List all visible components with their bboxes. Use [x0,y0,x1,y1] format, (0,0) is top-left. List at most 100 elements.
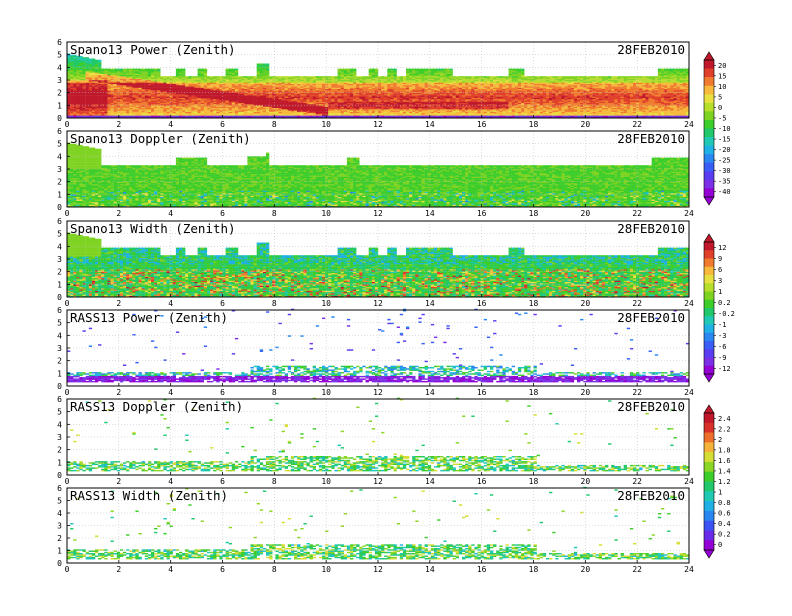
heatmap-cell [176,107,179,108]
heatmap-cell [400,76,403,77]
heatmap-cell [148,107,151,108]
heatmap-cell [232,110,235,111]
heatmap-cell [322,114,325,115]
heatmap-cell [294,84,297,85]
heatmap-cell [322,93,325,94]
heatmap-cell [440,112,443,113]
heatmap-cell [216,81,219,82]
heatmap-cell [70,114,73,115]
heatmap-cell [129,97,132,98]
heatmap-cell [310,108,313,109]
heatmap-cell [443,84,446,85]
heatmap-cell [338,89,341,90]
heatmap-cell [117,85,120,86]
heatmap-cell [397,89,400,90]
heatmap-cell [179,74,182,75]
heatmap-cell [167,85,170,86]
heatmap-cell [303,116,306,117]
heatmap-cell [185,91,188,92]
heatmap-cell [366,85,369,86]
heatmap-cell [434,95,437,96]
heatmap-cell [450,108,453,109]
heatmap-cell [300,103,303,104]
heatmap-cell [465,100,468,101]
heatmap-cell [474,78,477,79]
heatmap-cell [247,85,250,86]
heatmap-cell [111,84,114,85]
heatmap-cell [353,110,356,111]
heatmap-cell [86,65,89,66]
heatmap-cell [191,84,194,85]
heatmap-cell [322,108,325,109]
heatmap-cell [101,91,104,92]
heatmap-cell [344,74,347,75]
heatmap-cell [319,89,322,90]
heatmap-cell [235,81,238,82]
heatmap-cell [191,93,194,94]
heatmap-cell [369,93,372,94]
heatmap-cell [403,95,406,96]
heatmap-cell [431,85,434,86]
heatmap-cell [129,84,132,85]
heatmap-cell [328,112,331,113]
heatmap-cell [335,76,338,77]
heatmap-cell [244,114,247,115]
heatmap-cell [120,81,123,82]
heatmap-cell [316,103,319,104]
heatmap-cell [282,89,285,90]
heatmap-cell [394,78,397,79]
heatmap-cell [406,107,409,108]
heatmap-cell [437,70,440,71]
heatmap-cell [406,95,409,96]
heatmap-cell [341,78,344,79]
heatmap-cell [307,85,310,86]
heatmap-cell [95,61,98,62]
heatmap-cell [76,89,79,90]
heatmap-cell [316,95,319,96]
heatmap-cell [316,116,319,117]
heatmap-cell [92,69,95,70]
heatmap-cell [425,110,428,111]
heatmap-cell [431,74,434,75]
heatmap-cell [263,72,266,73]
heatmap-cell [188,81,191,82]
heatmap-cell [425,99,428,100]
heatmap-cell [263,76,266,77]
heatmap-cell [481,100,484,101]
heatmap-cell [313,78,316,79]
heatmap-cell [465,108,468,109]
heatmap-cell [114,97,117,98]
heatmap-cell [219,85,222,86]
heatmap-cell [285,88,288,89]
heatmap-cell [104,99,107,100]
heatmap-cell [132,110,135,111]
heatmap-cell [154,88,157,89]
heatmap-cell [474,93,477,94]
heatmap-cell [70,93,73,94]
heatmap-cell [434,88,437,89]
heatmap-cell [381,81,384,82]
heatmap-cell [471,100,474,101]
heatmap-cell [123,76,126,77]
heatmap-cell [185,100,188,101]
heatmap-cell [154,78,157,79]
heatmap-cell [157,78,160,79]
heatmap-cell [400,99,403,100]
heatmap-cell [322,81,325,82]
heatmap-cell [450,97,453,98]
heatmap-cell [341,89,344,90]
heatmap-cell [83,116,86,117]
heatmap-cell [313,114,316,115]
heatmap-cell [288,81,291,82]
heatmap-cell [241,108,244,109]
heatmap-cell [307,108,310,109]
heatmap-cell [83,95,86,96]
heatmap-cell [303,88,306,89]
heatmap-cell [154,110,157,111]
heatmap-cell [353,108,356,109]
heatmap-cell [201,93,204,94]
heatmap-cell [384,78,387,79]
heatmap-cell [98,65,101,66]
heatmap-cell [157,110,160,111]
heatmap-cell [154,114,157,115]
